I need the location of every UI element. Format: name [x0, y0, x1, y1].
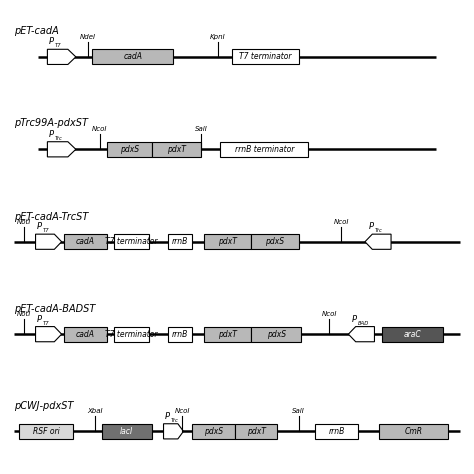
Bar	[19, 424, 73, 439]
Polygon shape	[348, 327, 374, 342]
Text: NcoI: NcoI	[175, 408, 190, 414]
Text: CmR: CmR	[405, 427, 422, 436]
Polygon shape	[365, 234, 391, 249]
Text: araC: araC	[403, 330, 421, 338]
Text: rrnB: rrnB	[328, 427, 345, 436]
Text: pET-cadA: pET-cadA	[14, 26, 59, 36]
Text: P: P	[165, 412, 170, 421]
Bar	[382, 327, 443, 342]
Text: pdxS: pdxS	[265, 237, 284, 246]
Text: T7: T7	[55, 43, 62, 48]
Text: Trc: Trc	[171, 418, 179, 423]
Text: cadA: cadA	[76, 330, 95, 338]
Text: cadA: cadA	[76, 237, 95, 246]
Text: pdxT: pdxT	[218, 330, 237, 338]
Text: BAD: BAD	[358, 320, 370, 326]
Polygon shape	[47, 142, 76, 157]
Text: pdxS: pdxS	[266, 330, 286, 338]
Text: pET-cadA-BADST: pET-cadA-BADST	[14, 304, 96, 314]
Text: T7: T7	[43, 228, 50, 233]
Text: NotI: NotI	[17, 219, 31, 225]
Bar	[379, 424, 448, 439]
Bar	[64, 234, 107, 249]
Text: pdxS: pdxS	[119, 145, 139, 154]
Bar	[168, 234, 192, 249]
Text: P: P	[369, 222, 374, 231]
Text: cadA: cadA	[123, 53, 142, 61]
Text: SalI: SalI	[195, 126, 208, 132]
Bar	[92, 49, 173, 64]
Bar	[114, 327, 149, 342]
Bar	[102, 424, 152, 439]
Bar	[220, 142, 308, 157]
Bar	[204, 234, 251, 249]
Text: lacI: lacI	[120, 427, 133, 436]
Text: pdxS: pdxS	[204, 427, 223, 436]
Text: pdxT: pdxT	[167, 145, 186, 154]
Text: P: P	[352, 315, 357, 324]
Bar	[168, 327, 192, 342]
Text: pdxT: pdxT	[218, 237, 237, 246]
Text: KpnI: KpnI	[210, 34, 226, 40]
Text: pCWJ-pdxST: pCWJ-pdxST	[14, 401, 74, 411]
Text: rrnB: rrnB	[172, 330, 188, 338]
Text: NcoI: NcoI	[92, 126, 107, 132]
Bar	[64, 327, 107, 342]
Text: P: P	[49, 37, 54, 46]
Bar	[152, 142, 201, 157]
Polygon shape	[36, 234, 62, 249]
Bar	[232, 49, 299, 64]
Text: pdxT: pdxT	[246, 427, 265, 436]
Text: NotI: NotI	[17, 311, 31, 317]
Text: T7 terminator: T7 terminator	[105, 237, 158, 246]
Bar	[192, 424, 235, 439]
Text: pTrc99A-pdxST: pTrc99A-pdxST	[14, 118, 88, 128]
Bar	[107, 142, 152, 157]
Bar	[235, 424, 277, 439]
Text: pET-cadA-TrcST: pET-cadA-TrcST	[14, 212, 89, 222]
Text: NcoI: NcoI	[322, 311, 337, 317]
Text: P: P	[49, 130, 54, 139]
Text: Trc: Trc	[375, 228, 383, 233]
Text: SalI: SalI	[292, 408, 305, 414]
Bar	[204, 327, 251, 342]
Text: rrnB: rrnB	[172, 237, 188, 246]
Text: RSF ori: RSF ori	[33, 427, 60, 436]
Text: XbaI: XbaI	[87, 408, 102, 414]
Bar	[114, 234, 149, 249]
Bar	[315, 424, 358, 439]
Text: T7 terminator: T7 terminator	[239, 53, 292, 61]
Text: Trc: Trc	[55, 136, 63, 141]
Text: P: P	[37, 315, 42, 324]
Text: rrnB terminator: rrnB terminator	[235, 145, 294, 154]
Text: T7 terminator: T7 terminator	[105, 330, 158, 338]
Bar	[251, 327, 301, 342]
Text: NdeI: NdeI	[80, 34, 96, 40]
Text: NcoI: NcoI	[334, 219, 349, 225]
Polygon shape	[36, 327, 62, 342]
Bar	[251, 234, 299, 249]
Text: P: P	[37, 222, 42, 231]
Text: T7: T7	[43, 320, 50, 326]
Polygon shape	[47, 49, 76, 64]
Polygon shape	[164, 424, 183, 439]
